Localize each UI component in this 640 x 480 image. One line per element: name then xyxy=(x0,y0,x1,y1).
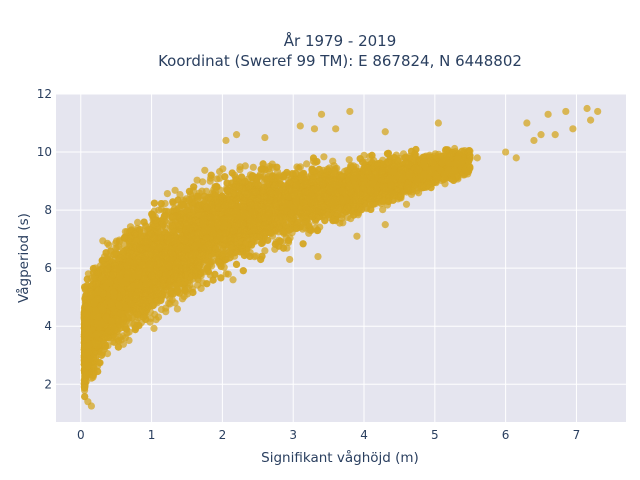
data-point xyxy=(201,166,209,174)
data-point xyxy=(155,206,163,214)
data-point xyxy=(320,153,328,161)
data-point xyxy=(199,178,207,186)
data-point xyxy=(193,176,201,184)
data-point xyxy=(345,156,353,164)
data-point xyxy=(105,241,113,249)
data-point xyxy=(295,164,303,172)
data-point xyxy=(379,206,387,214)
data-point xyxy=(303,160,311,168)
data-point xyxy=(206,177,214,185)
data-point xyxy=(213,175,221,183)
data-point xyxy=(224,270,232,278)
data-point xyxy=(249,163,257,171)
data-point xyxy=(216,168,224,176)
data-point xyxy=(173,305,181,313)
data-points xyxy=(80,104,602,410)
plot-area xyxy=(56,93,626,422)
